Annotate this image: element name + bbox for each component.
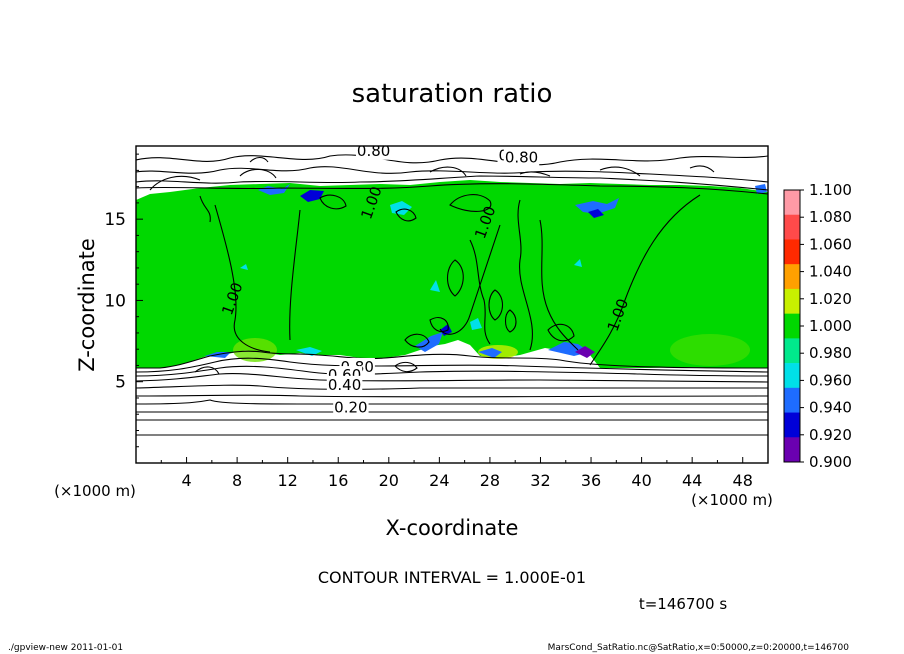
contour-label: 0.80 <box>505 148 538 166</box>
colorbar-swatch <box>784 264 800 290</box>
colorbar-swatch <box>784 363 800 389</box>
footer-right: MarsCond_SatRatio.nc@SatRatio,x=0:50000,… <box>548 643 850 653</box>
x-unit-left: (×1000 m) <box>54 482 136 500</box>
colorbar-swatch <box>784 214 800 240</box>
x-tick-label: 4 <box>181 471 191 490</box>
colorbar-label: 0.940 <box>809 399 852 417</box>
colorbar: 1.100 1.080 1.060 1.040 1.020 1.000 0.980 0.960… <box>783 181 852 471</box>
saturation-field: 0.800.600.801.001.001.001.000.800.600.40… <box>136 142 768 463</box>
x-tick-label: 16 <box>328 471 348 490</box>
colorbar-swatch <box>784 338 800 364</box>
x-tick-label: 40 <box>631 471 651 490</box>
saturated-region <box>136 180 768 368</box>
x-tick-label: 8 <box>232 471 242 490</box>
footer-left: ./gpview-new 2011-01-01 <box>8 643 123 653</box>
x-tick-label: 32 <box>530 471 550 490</box>
y-axis: 5 10 15 <box>104 153 143 448</box>
colorbar-swatch <box>784 437 800 463</box>
y-axis-label: Z-coordinate <box>75 238 99 372</box>
x-tick-label: 12 <box>278 471 298 490</box>
y-tick-label: 10 <box>104 291 126 311</box>
contour-labels: 0.800.600.801.001.001.001.000.800.600.40… <box>218 142 632 417</box>
colorbar-swatch <box>784 288 800 314</box>
contour-label-bg <box>326 375 363 394</box>
contour-label-bg <box>355 146 392 160</box>
contour-interval: CONTOUR INTERVAL = 1.000E-01 <box>318 568 586 587</box>
contour-label: 0.40 <box>328 376 361 394</box>
colorbar-label: 1.060 <box>809 235 852 253</box>
x-axis-label: X-coordinate <box>386 516 519 540</box>
colorbar-label: 0.960 <box>809 371 852 389</box>
x-tick-label: 48 <box>733 471 753 490</box>
colorbar-label: 1.020 <box>809 290 852 308</box>
colorbar-swatch <box>784 239 800 265</box>
x-tick-label: 20 <box>379 471 399 490</box>
time-label: t=146700 s <box>639 595 727 613</box>
x-axis: 4 8 12 16 20 24 28 32 36 40 44 48 <box>160 457 753 490</box>
x-tick-label: 24 <box>429 471 449 490</box>
colorbar-label: 0.980 <box>809 344 852 362</box>
x-unit-right: (×1000 m) <box>691 491 773 509</box>
colorbar-label: 1.040 <box>809 263 852 281</box>
x-tick-label: 28 <box>480 471 500 490</box>
contour-label: 0.80 <box>357 142 390 160</box>
colorbar-swatch <box>784 313 800 339</box>
contour-label: 0.20 <box>334 399 367 417</box>
colorbar-swatch <box>784 190 800 216</box>
colorbar-label: 0.920 <box>809 426 852 444</box>
contour-label-bg <box>333 398 369 417</box>
colorbar-label: 1.080 <box>809 208 852 226</box>
colorbar-swatch <box>784 412 800 438</box>
colorbar-label: 0.900 <box>809 453 852 471</box>
colorbar-swatch <box>784 387 800 413</box>
y-tick-label: 5 <box>115 373 126 393</box>
colorbar-label: 1.100 <box>809 181 852 199</box>
contour-label-bg <box>503 148 540 167</box>
colorbar-label: 1.000 <box>809 317 852 335</box>
y-tick-label: 15 <box>104 210 126 230</box>
plot-frame <box>135 145 769 464</box>
x-tick-label: 36 <box>581 471 601 490</box>
chart-title: saturation ratio <box>352 79 553 109</box>
x-tick-label: 44 <box>682 471 702 490</box>
